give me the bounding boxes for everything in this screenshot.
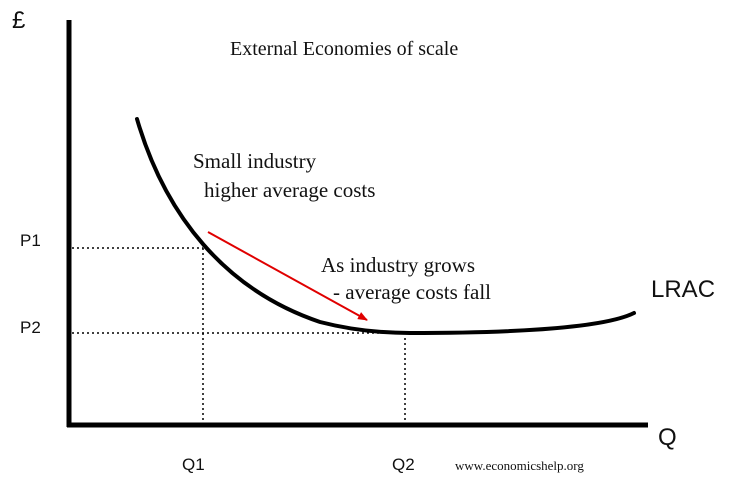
tick-label-p1: P1 [20,231,41,250]
annotation-grows-line2: - average costs fall [333,280,491,304]
cost-fall-arrow [207,231,368,321]
lrac-curve [135,117,636,336]
annotation-small-line2: higher average costs [204,178,375,202]
source-credit: www.economicshelp.org [455,458,584,473]
diagram-title: External Economies of scale [230,38,458,60]
annotation-grows-line1: As industry grows [321,253,475,277]
tick-label-p2: P2 [20,318,41,337]
lrac-curve-label: LRAC [651,276,715,303]
annotation-small-line1: Small industry [193,149,317,173]
tick-label-q1: Q1 [182,455,205,474]
y-axis-label: £ [12,7,25,34]
x-axis-label: Q [658,424,677,451]
tick-label-q2: Q2 [392,455,415,474]
